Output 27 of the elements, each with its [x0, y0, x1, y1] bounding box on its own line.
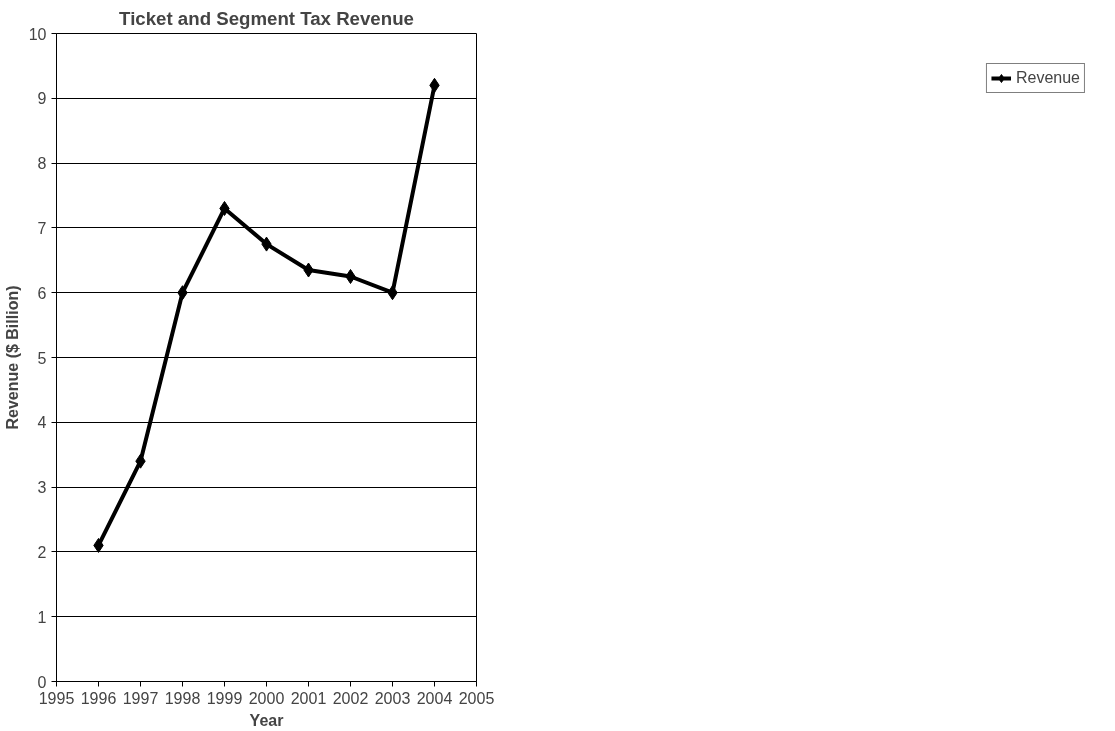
- y-tick-label: 0: [37, 673, 47, 691]
- y-tick-label: 8: [37, 155, 47, 173]
- y-tick-label: 9: [37, 90, 47, 108]
- y-tick-label: 10: [28, 25, 47, 43]
- legend-label: Revenue: [1015, 69, 1080, 87]
- x-tick-label: 2001: [290, 689, 327, 707]
- x-tick-label: 2003: [374, 689, 411, 707]
- x-tick-label: 2000: [248, 689, 285, 707]
- y-tick-label: 4: [37, 414, 47, 432]
- chart-title: Ticket and Segment Tax Revenue: [119, 7, 414, 29]
- y-tick-label: 7: [37, 219, 47, 237]
- x-tick-label: 2004: [416, 689, 453, 707]
- y-tick-label: 6: [37, 284, 47, 302]
- x-tick-label: 2002: [332, 689, 369, 707]
- y-tick-label: 5: [37, 349, 47, 367]
- x-tick-label: 1995: [38, 689, 75, 707]
- y-tick-label: 2: [37, 543, 47, 561]
- x-tick-label: 1997: [122, 689, 159, 707]
- x-axis-title: Year: [249, 711, 284, 729]
- y-tick-label: 3: [37, 479, 47, 497]
- x-tick-label: 1999: [206, 689, 243, 707]
- y-tick-label: 1: [37, 608, 47, 626]
- point: [345, 269, 356, 284]
- y-axis-title: Revenue ($ Billion): [3, 285, 21, 430]
- x-tick-label: 1998: [164, 689, 201, 707]
- x-tick-label: 1996: [80, 689, 117, 707]
- x-tick-label: 2005: [458, 689, 495, 707]
